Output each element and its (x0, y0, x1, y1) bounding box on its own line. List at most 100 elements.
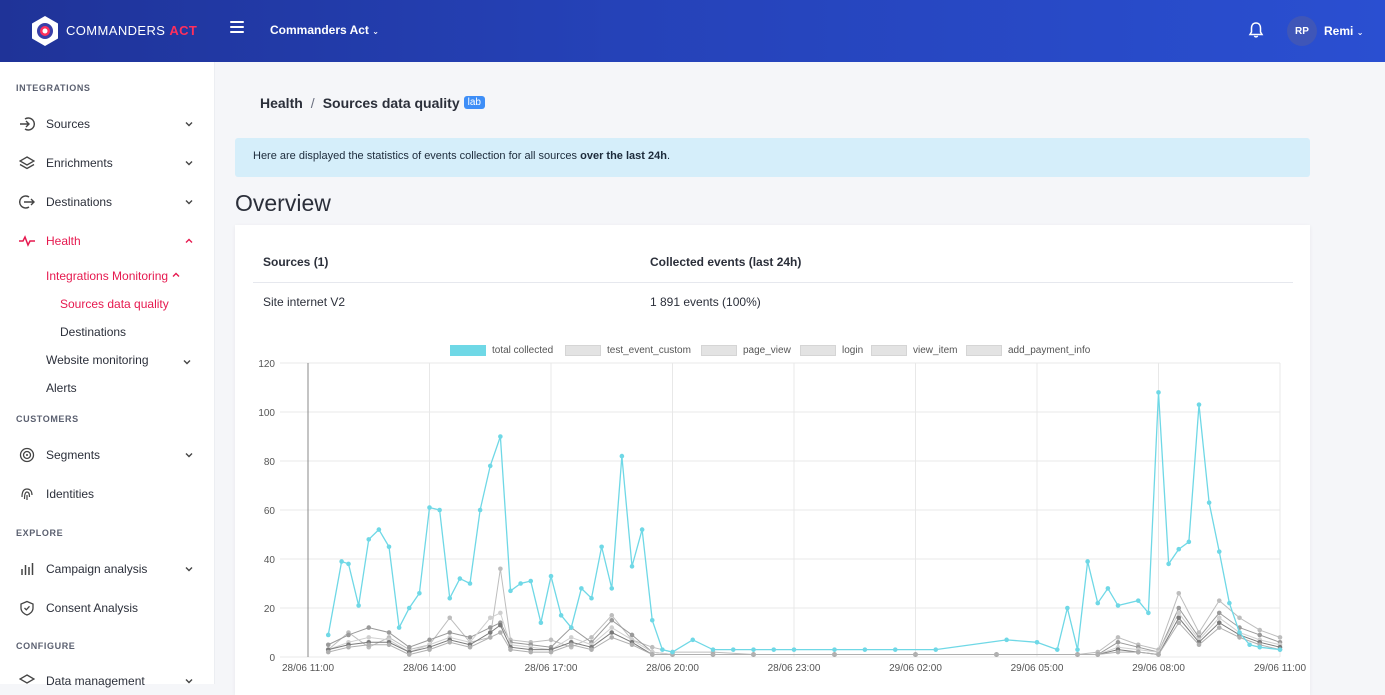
data-point (1227, 600, 1232, 606)
data-point (1065, 605, 1070, 611)
breadcrumb-health[interactable]: Health (260, 95, 303, 111)
y-tick-label: 20 (264, 604, 276, 615)
data-point (406, 644, 412, 650)
breadcrumb-separator: / (310, 95, 315, 111)
data-point (690, 637, 696, 643)
sidebar-item-alerts[interactable]: Alerts (46, 381, 77, 395)
sidebar-item-sources-data-quality[interactable]: Sources data quality (60, 297, 169, 311)
legend-label: test_event_custom (607, 344, 691, 356)
sidebar-item-health[interactable]: Health (18, 231, 198, 251)
org-selector[interactable]: Commanders Act ⌄ (270, 23, 379, 37)
data-point (366, 642, 372, 648)
data-point (730, 647, 736, 652)
sidebar-item-destinations[interactable]: Destinations (18, 192, 198, 212)
data-point (487, 615, 493, 621)
data-point (1156, 390, 1161, 395)
data-point (1105, 586, 1111, 591)
data-point (427, 637, 432, 643)
section-configure: CONFIGURE (16, 641, 76, 651)
legend-item[interactable]: login (800, 343, 863, 357)
sidebar-item-website-monitoring[interactable]: Website monitoring (46, 353, 196, 367)
y-tick-label: 0 (269, 653, 275, 664)
data-point (366, 625, 372, 630)
notifications-bell-icon[interactable] (1247, 21, 1265, 39)
data-point (325, 632, 331, 638)
sidebar-item-sources[interactable]: Sources (18, 114, 198, 134)
sidebar-item-segments[interactable]: Segments (18, 445, 198, 465)
data-point (417, 591, 422, 596)
x-tick-label: 28/06 11:00 (282, 663, 335, 674)
data-point (568, 642, 574, 648)
sidebar-item-integrations-monitoring[interactable]: Integrations Monitoring (46, 269, 181, 283)
layers-icon (18, 672, 36, 690)
data-point (599, 544, 604, 550)
data-point (1004, 637, 1009, 643)
data-point (339, 559, 344, 564)
data-point (791, 647, 797, 652)
data-point (579, 586, 584, 591)
avatar[interactable]: RP (1287, 16, 1317, 46)
sidebar-item-destinations-monitoring[interactable]: Destinations (60, 325, 127, 339)
overview-title: Overview (235, 190, 331, 216)
legend-swatch (871, 344, 907, 356)
data-point (629, 632, 635, 638)
table-cell-source[interactable]: Site internet V2 (263, 295, 346, 309)
data-point (1135, 598, 1141, 603)
data-point (1277, 647, 1283, 652)
menu-toggle-icon[interactable] (230, 21, 244, 33)
data-point (457, 576, 463, 581)
data-point (325, 642, 331, 648)
data-point (1115, 649, 1121, 655)
data-point (427, 647, 432, 652)
data-point (1085, 559, 1090, 564)
data-point (1075, 652, 1080, 657)
data-point (447, 630, 453, 635)
chart-legend: total collected test_event_custom page_vie… (235, 343, 1310, 357)
data-point (325, 649, 331, 655)
x-tick-label: 29/06 02:00 (889, 663, 942, 674)
data-point (1115, 603, 1121, 608)
data-point (609, 635, 615, 640)
data-point (487, 635, 493, 640)
data-point (751, 652, 756, 657)
user-menu[interactable]: Remi ⌄ (1324, 24, 1364, 38)
data-point (1216, 610, 1222, 616)
data-point (1095, 652, 1101, 657)
data-point (366, 635, 372, 640)
sidebar-item-enrichments[interactable]: Enrichments (18, 153, 198, 173)
data-point (498, 434, 503, 439)
legend-item[interactable]: page_view (701, 343, 791, 357)
data-point (406, 605, 412, 611)
sidebar-item-label: Destinations (46, 195, 113, 209)
data-point (508, 647, 513, 652)
data-point (346, 644, 351, 650)
section-customers: CUSTOMERS (16, 414, 79, 424)
data-point (386, 642, 392, 648)
legend-item[interactable]: test_event_custom (565, 343, 691, 357)
sidebar-item-identities[interactable]: Identities (18, 484, 198, 504)
legend-swatch (450, 344, 486, 356)
data-point (1257, 632, 1263, 638)
sidebar-item-campaign-analysis[interactable]: Campaign analysis (18, 559, 198, 579)
y-tick-label: 100 (258, 408, 275, 419)
brand-name: COMMANDERS ACT (66, 23, 198, 38)
data-point (447, 615, 453, 621)
data-point (386, 544, 392, 550)
data-point (548, 573, 554, 579)
data-point (568, 625, 574, 630)
data-point (1216, 625, 1222, 630)
data-point (1176, 620, 1182, 625)
chevron-down-icon (183, 360, 191, 365)
data-point (346, 561, 351, 567)
commanders-act-logo-icon[interactable] (30, 15, 60, 47)
legend-item[interactable]: add_payment_info (966, 343, 1090, 357)
data-point (892, 647, 898, 652)
data-point (1216, 620, 1222, 625)
sidebar-item-consent-analysis[interactable]: Consent Analysis (18, 598, 198, 618)
sidebar-item-data-management[interactable]: Data management (18, 671, 198, 691)
x-tick-label: 28/06 14:00 (403, 663, 456, 674)
legend-item[interactable]: total collected (450, 343, 553, 357)
sidebar: INTEGRATIONS Sources Enrichments Destina… (0, 62, 215, 688)
legend-item[interactable]: view_item (871, 343, 957, 357)
data-point (751, 647, 756, 652)
